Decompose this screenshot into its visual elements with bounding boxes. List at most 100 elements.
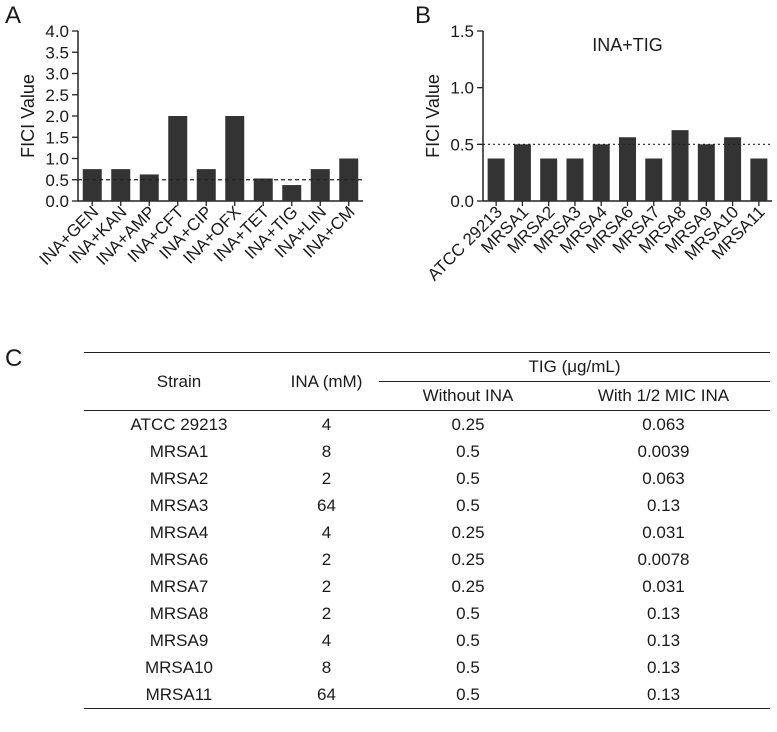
y-tick-label: 1.0 xyxy=(450,79,474,98)
bar xyxy=(697,144,715,201)
cell-strain: MRSA10 xyxy=(144,657,214,677)
y-tick-label: 1.0 xyxy=(45,150,69,169)
bar xyxy=(645,158,663,201)
table-row: MRSA7 2 0.25 0.031 xyxy=(84,573,770,600)
cell-tig-with: 0.13 xyxy=(646,495,681,515)
table-row: MRSA6 2 0.25 0.0078 xyxy=(84,546,770,573)
cell-tig-with: 0.13 xyxy=(646,603,681,623)
cell-tig-with: 0.063 xyxy=(642,414,685,434)
cell-strain: MRSA4 xyxy=(149,522,209,542)
cell-ina: 4 xyxy=(321,522,332,542)
cell-tig-without: 0.25 xyxy=(451,576,485,596)
bar xyxy=(619,137,636,201)
cell-ina: 4 xyxy=(321,630,332,650)
header-with-half-mic-ina: With 1/2 MIC INA xyxy=(597,386,730,405)
table-row: MRSA11 64 0.5 0.13 xyxy=(84,681,770,709)
cell-tig-without: 0.5 xyxy=(456,630,480,650)
panel-letter-b: B xyxy=(415,2,432,29)
cell-ina: 2 xyxy=(321,549,332,569)
bar xyxy=(139,174,159,201)
table-row: MRSA3 64 0.5 0.13 xyxy=(84,492,770,519)
cell-strain: MRSA1 xyxy=(149,441,209,461)
cell-tig-without: 0.5 xyxy=(456,603,480,623)
y-tick-label: 2.5 xyxy=(45,86,69,105)
table-row: MRSA2 2 0.5 0.063 xyxy=(84,465,770,492)
cell-tig-with: 0.031 xyxy=(642,522,685,542)
cell-tig-with: 0.13 xyxy=(646,657,681,677)
cell-tig-with: 0.13 xyxy=(646,684,681,704)
cell-strain: MRSA11 xyxy=(145,684,213,704)
cell-tig-without: 0.5 xyxy=(456,495,480,515)
y-tick-label: 2.0 xyxy=(45,107,69,126)
bar xyxy=(253,178,273,201)
cell-tig-without: 0.25 xyxy=(451,549,485,569)
y-tick-label: 0.5 xyxy=(45,171,69,190)
cell-ina: 4 xyxy=(321,414,332,434)
header-ina: INA (mM) xyxy=(290,371,363,391)
bar xyxy=(282,185,302,201)
cell-ina: 64 xyxy=(317,684,336,704)
header-without-ina: Without INA xyxy=(422,386,514,405)
cell-strain: MRSA8 xyxy=(149,603,209,623)
chart-title: INA+TIG xyxy=(592,35,663,55)
table-row: ATCC 29213 4 0.25 0.063 xyxy=(84,411,770,439)
bar xyxy=(82,169,102,201)
cell-tig-with: 0.13 xyxy=(646,630,681,650)
cell-strain: MRSA6 xyxy=(149,549,209,569)
cell-tig-without: 0.25 xyxy=(451,414,485,434)
bar xyxy=(724,137,742,201)
y-tick-label: 4.0 xyxy=(45,22,69,41)
bar xyxy=(196,169,216,201)
cell-ina: 2 xyxy=(321,576,332,596)
cell-tig-with: 0.063 xyxy=(642,468,685,488)
table-body: ATCC 29213 4 0.25 0.063 MRSA1 8 0.5 0.0039 MRSA2… xyxy=(84,411,770,709)
y-tick-label: 1.5 xyxy=(450,22,474,41)
bar xyxy=(111,169,131,201)
cell-tig-with: 0.0078 xyxy=(637,549,690,569)
cell-tig-without: 0.5 xyxy=(456,441,480,461)
bar xyxy=(310,169,330,201)
cell-strain: MRSA3 xyxy=(149,495,209,515)
table-row: MRSA4 4 0.25 0.031 xyxy=(84,519,770,546)
panel-letter-a: A xyxy=(5,2,22,29)
header-strain: Strain xyxy=(156,371,202,391)
cell-tig-without: 0.5 xyxy=(456,684,480,704)
cell-ina: 2 xyxy=(321,603,332,623)
bar xyxy=(168,116,188,201)
cell-ina: 8 xyxy=(321,441,332,461)
cell-tig-without: 0.5 xyxy=(456,468,480,488)
cell-tig-with: 0.0039 xyxy=(637,441,690,461)
bar xyxy=(487,158,505,201)
bar xyxy=(750,158,768,201)
y-tick-label: 3.0 xyxy=(45,65,69,84)
strain-table: Strain INA (mM) TIG (μg/mL) Without INA … xyxy=(84,352,770,709)
bar xyxy=(513,144,531,201)
header-tig: TIG (μg/mL) xyxy=(379,352,770,382)
table-row: MRSA1 8 0.5 0.0039 xyxy=(84,438,770,465)
cell-tig-with: 0.031 xyxy=(642,576,685,596)
bar xyxy=(566,158,584,201)
y-tick-label: 0.0 xyxy=(450,192,474,211)
bar xyxy=(339,158,359,201)
table-row: MRSA10 8 0.5 0.13 xyxy=(84,654,770,681)
y-axis-title: FICI Value xyxy=(18,74,38,158)
cell-tig-without: 0.5 xyxy=(456,657,480,677)
cell-ina: 2 xyxy=(321,468,332,488)
y-tick-label: 0.0 xyxy=(45,192,69,211)
panel-letter-c: C xyxy=(5,345,23,372)
bar xyxy=(592,144,610,201)
bar xyxy=(225,116,245,201)
table-row: MRSA8 2 0.5 0.13 xyxy=(84,600,770,627)
y-tick-label: 1.5 xyxy=(45,128,69,147)
bar xyxy=(671,130,689,201)
cell-strain: MRSA2 xyxy=(149,468,209,488)
cell-strain: MRSA9 xyxy=(149,630,209,650)
bar xyxy=(540,158,558,201)
y-tick-label: 3.5 xyxy=(45,43,69,62)
y-axis-title: FICI Value xyxy=(423,74,443,158)
cell-tig-without: 0.25 xyxy=(451,522,485,542)
table-row: MRSA9 4 0.5 0.13 xyxy=(84,627,770,654)
cell-ina: 8 xyxy=(321,657,332,677)
